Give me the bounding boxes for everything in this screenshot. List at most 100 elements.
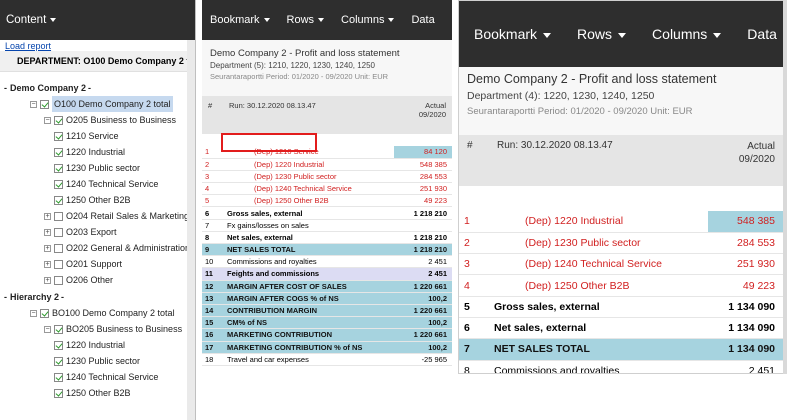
table-row[interactable]: 2 (Dep) 1230 Public sector 284 553: [459, 232, 783, 255]
expand-icon[interactable]: +: [44, 260, 51, 268]
tree-item[interactable]: 1240 Technical Service: [54, 369, 158, 385]
row-label: MARGIN AFTER COGS % of NS: [224, 292, 394, 305]
right-scrollbar[interactable]: [783, 0, 787, 374]
expand-icon[interactable]: +: [44, 212, 51, 220]
tree-item[interactable]: 1250 Other B2B: [54, 385, 131, 401]
data-menu[interactable]: Data: [411, 14, 434, 26]
tree-item[interactable]: 1220 Industrial: [54, 144, 125, 160]
table-row[interactable]: 17 MARKETING CONTRIBUTION % of NS 100,2: [202, 341, 452, 354]
row-label: MARKETING CONTRIBUTION % of NS: [224, 341, 394, 354]
tree-checkbox[interactable]: [40, 99, 49, 109]
table-row[interactable]: 3 (Dep) 1240 Technical Service 251 930: [459, 253, 783, 276]
tree-item-label: 1240 Technical Service: [66, 372, 159, 382]
tree-hierarchy-header[interactable]: - Hierarchy 2 -: [4, 289, 64, 305]
tree-checkbox[interactable]: [54, 227, 63, 237]
row-label: (Dep) 1230 Public sector: [224, 170, 394, 184]
expand-icon[interactable]: +: [44, 276, 51, 284]
table-row[interactable]: 3 (Dep) 1230 Public sector 284 553: [202, 170, 452, 184]
tree-item[interactable]: 1210 Service: [54, 128, 119, 144]
content-menu[interactable]: Content: [0, 0, 195, 40]
table-row[interactable]: 1 (Dep) 1220 Industrial 548 385: [459, 211, 783, 233]
tree-item[interactable]: 1250 Other B2B: [54, 192, 131, 208]
collapse-icon[interactable]: −: [44, 116, 51, 124]
row-number: 16: [202, 328, 224, 342]
table-row[interactable]: 14 CONTRIBUTION MARGIN 1 220 661: [202, 304, 452, 318]
left-scrollbar[interactable]: [187, 40, 195, 420]
load-report-link[interactable]: Load report: [5, 41, 52, 51]
row-label: (Dep) 1230 Public sector: [489, 232, 708, 255]
data-menu-label: Data: [747, 26, 777, 42]
table-row[interactable]: 8 Net sales, external 1 218 210: [202, 231, 452, 245]
tree-item[interactable]: + O206 Other: [44, 272, 113, 288]
tree-item[interactable]: + O203 Export: [44, 224, 117, 240]
tree-checkbox[interactable]: [54, 388, 63, 398]
row-value: 1 134 090: [708, 317, 783, 340]
expand-icon[interactable]: +: [44, 228, 51, 236]
tree-item[interactable]: + O202 General & Administration: [44, 240, 190, 256]
tree-checkbox[interactable]: [40, 308, 49, 318]
table-row[interactable]: 7 Fx gains/losses on sales: [202, 219, 452, 232]
tree-checkbox[interactable]: [54, 372, 63, 382]
collapse-icon[interactable]: −: [30, 309, 37, 317]
table-row[interactable]: 12 MARGIN AFTER COST OF SALES 1 220 661: [202, 280, 452, 293]
tree-item[interactable]: − BO205 Business to Business: [44, 321, 182, 337]
tree-item[interactable]: 1240 Technical Service: [54, 176, 158, 192]
table-row[interactable]: 6 Gross sales, external 1 218 210: [202, 206, 452, 220]
tree-checkbox[interactable]: [54, 131, 63, 141]
tree-item[interactable]: − O100 Demo Company 2 total: [30, 96, 173, 112]
table-row[interactable]: 16 MARKETING CONTRIBUTION 1 220 661: [202, 328, 452, 342]
expand-icon[interactable]: +: [44, 244, 51, 252]
tree-item-label: O201 Support: [66, 259, 123, 269]
table-row[interactable]: 10 Commissions and royalties 2 451: [202, 255, 452, 269]
row-number: 15: [202, 316, 224, 330]
tree-item[interactable]: − BO100 Demo Company 2 total: [30, 305, 175, 321]
data-menu[interactable]: Data: [747, 26, 777, 42]
tree-item[interactable]: + O201 Support: [44, 256, 122, 272]
tree-checkbox[interactable]: [54, 211, 63, 221]
tree-checkbox[interactable]: [54, 163, 63, 173]
tree-item[interactable]: + O204 Retail Sales & Marketing: [44, 208, 189, 224]
table-row[interactable]: 4 (Dep) 1250 Other B2B 49 223: [459, 274, 783, 297]
report-period: Seurantaraportti Period: 01/2020 - 09/20…: [467, 106, 693, 117]
actual-column-header[interactable]: Actual 09/2020: [419, 101, 446, 119]
chevron-down-icon: [543, 32, 552, 38]
tree-item[interactable]: − O205 Business to Business: [44, 112, 176, 128]
tree-checkbox[interactable]: [54, 115, 63, 125]
columns-menu[interactable]: Columns: [341, 14, 395, 26]
table-row[interactable]: 7 NET SALES TOTAL 1 134 090: [459, 338, 783, 361]
tree-checkbox[interactable]: [54, 324, 63, 334]
tree-hierarchy-header[interactable]: - Demo Company 2 -: [4, 80, 91, 96]
bookmark-menu[interactable]: Bookmark: [474, 26, 552, 42]
tree-checkbox[interactable]: [54, 259, 63, 269]
tree-checkbox[interactable]: [54, 147, 63, 157]
tree-item[interactable]: 1230 Public sector: [54, 353, 140, 369]
actual-column-header[interactable]: Actual 09/2020: [739, 140, 775, 166]
table-row[interactable]: 15 CM% of NS 100,2: [202, 316, 452, 330]
tree-checkbox[interactable]: [54, 275, 63, 285]
table-row[interactable]: 2 (Dep) 1220 Industrial 548 385: [202, 158, 452, 171]
table-row[interactable]: 5 (Dep) 1250 Other B2B 49 223: [202, 194, 452, 208]
tree-checkbox[interactable]: [54, 179, 63, 189]
tree-checkbox[interactable]: [54, 195, 63, 205]
table-row[interactable]: 4 (Dep) 1240 Technical Service 251 930: [202, 182, 452, 196]
tree-checkbox[interactable]: [54, 243, 63, 253]
rows-menu[interactable]: Rows: [287, 14, 325, 26]
table-row[interactable]: 9 NET SALES TOTAL 1 218 210: [202, 243, 452, 257]
table-row[interactable]: 6 Net sales, external 1 134 090: [459, 317, 783, 340]
columns-menu[interactable]: Columns: [652, 26, 722, 42]
tree-checkbox[interactable]: [54, 340, 63, 350]
rows-menu[interactable]: Rows: [577, 26, 627, 42]
row-number-header: #: [467, 140, 473, 151]
collapse-icon[interactable]: −: [30, 100, 37, 108]
table-row[interactable]: 18 Travel and car expenses -25 965: [202, 353, 452, 366]
table-row[interactable]: 8 Commissions and royalties 2 451: [459, 360, 783, 373]
bookmark-menu[interactable]: Bookmark: [210, 14, 270, 26]
table-row[interactable]: 5 Gross sales, external 1 134 090: [459, 296, 783, 318]
tree-item[interactable]: 1220 Industrial: [54, 337, 125, 353]
row-value: 49 223: [394, 194, 452, 208]
table-row[interactable]: 13 MARGIN AFTER COGS % of NS 100,2: [202, 292, 452, 305]
table-row[interactable]: 11 Feights and commissions 2 451: [202, 267, 452, 281]
tree-checkbox[interactable]: [54, 356, 63, 366]
collapse-icon[interactable]: −: [44, 325, 51, 333]
tree-item[interactable]: 1230 Public sector: [54, 160, 140, 176]
